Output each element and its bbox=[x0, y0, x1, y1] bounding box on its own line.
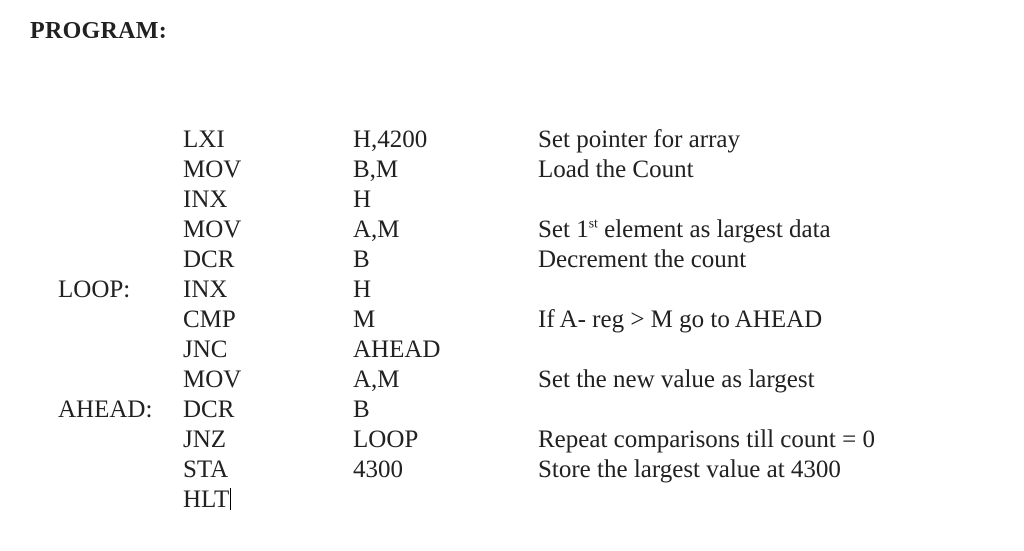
mnemonic-column: HLT bbox=[183, 485, 353, 515]
label-column bbox=[30, 335, 183, 365]
code-line: INXH bbox=[30, 185, 994, 215]
comment-column bbox=[538, 395, 994, 425]
code-line: HLT bbox=[30, 485, 994, 515]
label-column bbox=[30, 425, 183, 455]
comment-column: Decrement the count bbox=[538, 245, 994, 275]
label-column: LOOP: bbox=[30, 275, 183, 305]
label-column bbox=[30, 245, 183, 275]
code-line: AHEAD:DCRB bbox=[30, 395, 994, 425]
code-line: JNCAHEAD bbox=[30, 335, 994, 365]
text-cursor bbox=[230, 488, 231, 510]
mnemonic-column: MOV bbox=[183, 365, 353, 395]
code-line: MOVB,MLoad the Count bbox=[30, 155, 994, 185]
operand-column: H,4200 bbox=[353, 125, 538, 155]
operand-column: B bbox=[353, 395, 538, 425]
operand-column bbox=[353, 485, 538, 515]
code-line: LXIH,4200Set pointer for array bbox=[30, 125, 994, 155]
label-column bbox=[30, 485, 183, 515]
label-column bbox=[30, 155, 183, 185]
label-column: AHEAD: bbox=[30, 395, 183, 425]
operand-column: B bbox=[353, 245, 538, 275]
comment-column: Store the largest value at 4300 bbox=[538, 455, 994, 485]
mnemonic-column: LXI bbox=[183, 125, 353, 155]
comment-column bbox=[538, 485, 994, 515]
program-heading: PROGRAM: bbox=[30, 18, 994, 45]
label-column bbox=[30, 455, 183, 485]
mnemonic-column: JNC bbox=[183, 335, 353, 365]
operand-column: A,M bbox=[353, 215, 538, 245]
code-line: DCRBDecrement the count bbox=[30, 245, 994, 275]
code-line: CMPMIf A- reg > M go to AHEAD bbox=[30, 305, 994, 335]
program-listing: LXIH,4200Set pointer for arrayMOVB,MLoad… bbox=[30, 125, 994, 515]
code-line: LOOP:INXH bbox=[30, 275, 994, 305]
comment-column bbox=[538, 275, 994, 305]
label-column bbox=[30, 365, 183, 395]
comment-column: Set pointer for array bbox=[538, 125, 994, 155]
mnemonic-column: INX bbox=[183, 275, 353, 305]
label-column bbox=[30, 215, 183, 245]
mnemonic-column: CMP bbox=[183, 305, 353, 335]
operand-column: 4300 bbox=[353, 455, 538, 485]
mnemonic-column: DCR bbox=[183, 395, 353, 425]
mnemonic-column: MOV bbox=[183, 215, 353, 245]
comment-column bbox=[538, 185, 994, 215]
operand-column: A,M bbox=[353, 365, 538, 395]
code-line: STA4300Store the largest value at 4300 bbox=[30, 455, 994, 485]
comment-column: If A- reg > M go to AHEAD bbox=[538, 305, 994, 335]
code-line: MOVA,MSet the new value as largest bbox=[30, 365, 994, 395]
operand-column: M bbox=[353, 305, 538, 335]
mnemonic-column: MOV bbox=[183, 155, 353, 185]
comment-column bbox=[538, 335, 994, 365]
operand-column: LOOP bbox=[353, 425, 538, 455]
mnemonic-column: DCR bbox=[183, 245, 353, 275]
code-line: JNZLOOPRepeat comparisons till count = 0 bbox=[30, 425, 994, 455]
mnemonic-column: STA bbox=[183, 455, 353, 485]
operand-column: AHEAD bbox=[353, 335, 538, 365]
label-column bbox=[30, 305, 183, 335]
code-line: MOVA,MSet 1st element as largest data bbox=[30, 215, 994, 245]
operand-column: H bbox=[353, 275, 538, 305]
operand-column: B,M bbox=[353, 155, 538, 185]
label-column bbox=[30, 125, 183, 155]
mnemonic-column: INX bbox=[183, 185, 353, 215]
operand-column: H bbox=[353, 185, 538, 215]
comment-column: Repeat comparisons till count = 0 bbox=[538, 425, 994, 455]
comment-column: Load the Count bbox=[538, 155, 994, 185]
comment-column: Set the new value as largest bbox=[538, 365, 994, 395]
comment-column: Set 1st element as largest data bbox=[538, 215, 994, 245]
mnemonic-column: JNZ bbox=[183, 425, 353, 455]
label-column bbox=[30, 185, 183, 215]
